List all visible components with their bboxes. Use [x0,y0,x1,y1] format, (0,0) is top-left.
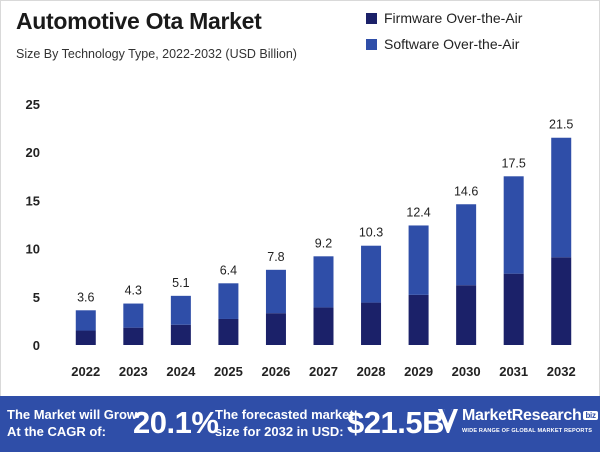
x-tick-label-2023: 2023 [119,364,148,379]
forecast-label-line1: The forecasted market [215,407,354,422]
y-tick-label-0: 0 [33,338,40,353]
forecast-label: The forecasted market size for 2032 in U… [215,406,354,440]
bar-firmware-2028 [361,302,382,345]
y-tick-label-15: 15 [26,193,40,208]
brand-tagline: WIDE RANGE OF GLOBAL MARKET REPORTS [462,428,593,434]
brand-mark-icon [438,408,458,433]
legend-swatch-firmware [366,12,377,24]
bar-firmware-2032 [551,257,572,345]
data-label-2030: 14.6 [454,184,478,198]
bar-firmware-2022 [75,330,96,345]
x-tick-label-2029: 2029 [404,364,433,379]
brand-name: MarketResearch biz [462,407,598,425]
bar-software-2027 [313,256,334,308]
x-tick-label-2022: 2022 [71,364,100,379]
data-label-2023: 4.3 [125,284,142,298]
bar-firmware-2030 [456,285,477,345]
data-label-2025: 6.4 [220,263,237,277]
data-label-2028: 10.3 [359,226,383,240]
x-tick-label-2026: 2026 [261,364,290,379]
data-label-2027: 9.2 [315,236,332,250]
x-tick-label-2024: 2024 [166,364,196,379]
bar-firmware-2031 [503,273,524,345]
legend-item-firmware: Firmware Over-the-Air [366,8,522,28]
bar-software-2029 [408,225,429,295]
bar-software-2024 [170,295,191,325]
brand-name-text: MarketResearch [462,407,582,424]
cagr-value: 20.1% [133,405,219,440]
cagr-label-line2: At the CAGR of: [7,424,106,439]
bar-firmware-2027 [313,307,334,345]
y-tick-label-20: 20 [26,145,40,160]
bar-firmware-2026 [265,313,286,345]
forecast-label-line2: size for 2032 in USD: [215,424,344,439]
bar-software-2023 [123,303,144,328]
bar-software-2032 [551,137,572,258]
x-tick-label-2031: 2031 [499,364,528,379]
bar-firmware-2029 [408,294,429,345]
data-label-2029: 12.4 [406,205,430,219]
chart-title: Automotive Ota Market [16,8,262,34]
bar-chart: 05101520253.620224.320235.120246.420257.… [26,97,576,379]
bar-software-2026 [265,269,286,314]
chart-legend: Firmware Over-the-Air Software Over-the-… [366,8,522,60]
x-tick-label-2028: 2028 [357,364,386,379]
bar-software-2028 [361,245,382,303]
x-tick-label-2027: 2027 [309,364,338,379]
y-tick-label-25: 25 [26,97,40,112]
data-label-2032: 21.5 [549,118,573,132]
brand-badge: biz [583,411,598,420]
legend-item-software: Software Over-the-Air [366,34,522,54]
bar-software-2025 [218,283,239,319]
bar-software-2030 [456,204,477,286]
y-tick-label-10: 10 [26,242,40,257]
bar-software-2031 [503,176,524,274]
bar-software-2022 [75,310,96,331]
x-tick-label-2030: 2030 [452,364,481,379]
forecast-value: $21.5B [347,405,444,440]
chart-subtitle: Size By Technology Type, 2022-2032 (USD … [16,47,297,61]
cagr-label-line1: The Market will Grow [7,407,138,422]
legend-swatch-software [366,38,377,50]
data-label-2024: 5.1 [172,276,189,290]
cagr-label: The Market will Grow At the CAGR of: [7,406,137,440]
data-label-2031: 17.5 [502,156,526,170]
bar-firmware-2024 [170,324,191,345]
y-tick-label-5: 5 [33,290,40,305]
bar-firmware-2023 [123,327,144,345]
x-tick-label-2025: 2025 [214,364,243,379]
brand-logo: MarketResearch biz WIDE RANGE OF GLOBAL M… [437,404,598,439]
x-tick-label-2032: 2032 [547,364,576,379]
data-label-2026: 7.8 [267,250,284,264]
legend-label-software: Software Over-the-Air [384,36,520,52]
legend-label-firmware: Firmware Over-the-Air [384,10,523,26]
data-label-2022: 3.6 [77,290,94,304]
bar-firmware-2025 [218,318,239,345]
footer-banner: The Market will Grow At the CAGR of: 20.… [0,396,600,452]
